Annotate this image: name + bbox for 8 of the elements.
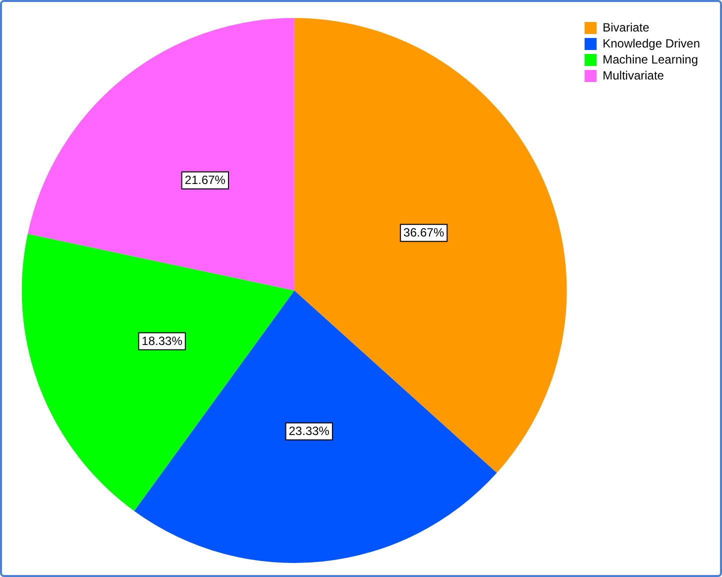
- data-label: 21.67%: [184, 173, 226, 188]
- legend-label: Machine Learning: [602, 52, 698, 66]
- legend-label: Bivariate: [602, 20, 650, 34]
- legend-label: Multivariate: [602, 68, 664, 82]
- data-label: 23.33%: [288, 424, 330, 438]
- data-label: 36.67%: [403, 226, 444, 240]
- data-label: 18.33%: [142, 334, 183, 348]
- legend-label: Knowledge Driven: [602, 36, 700, 50]
